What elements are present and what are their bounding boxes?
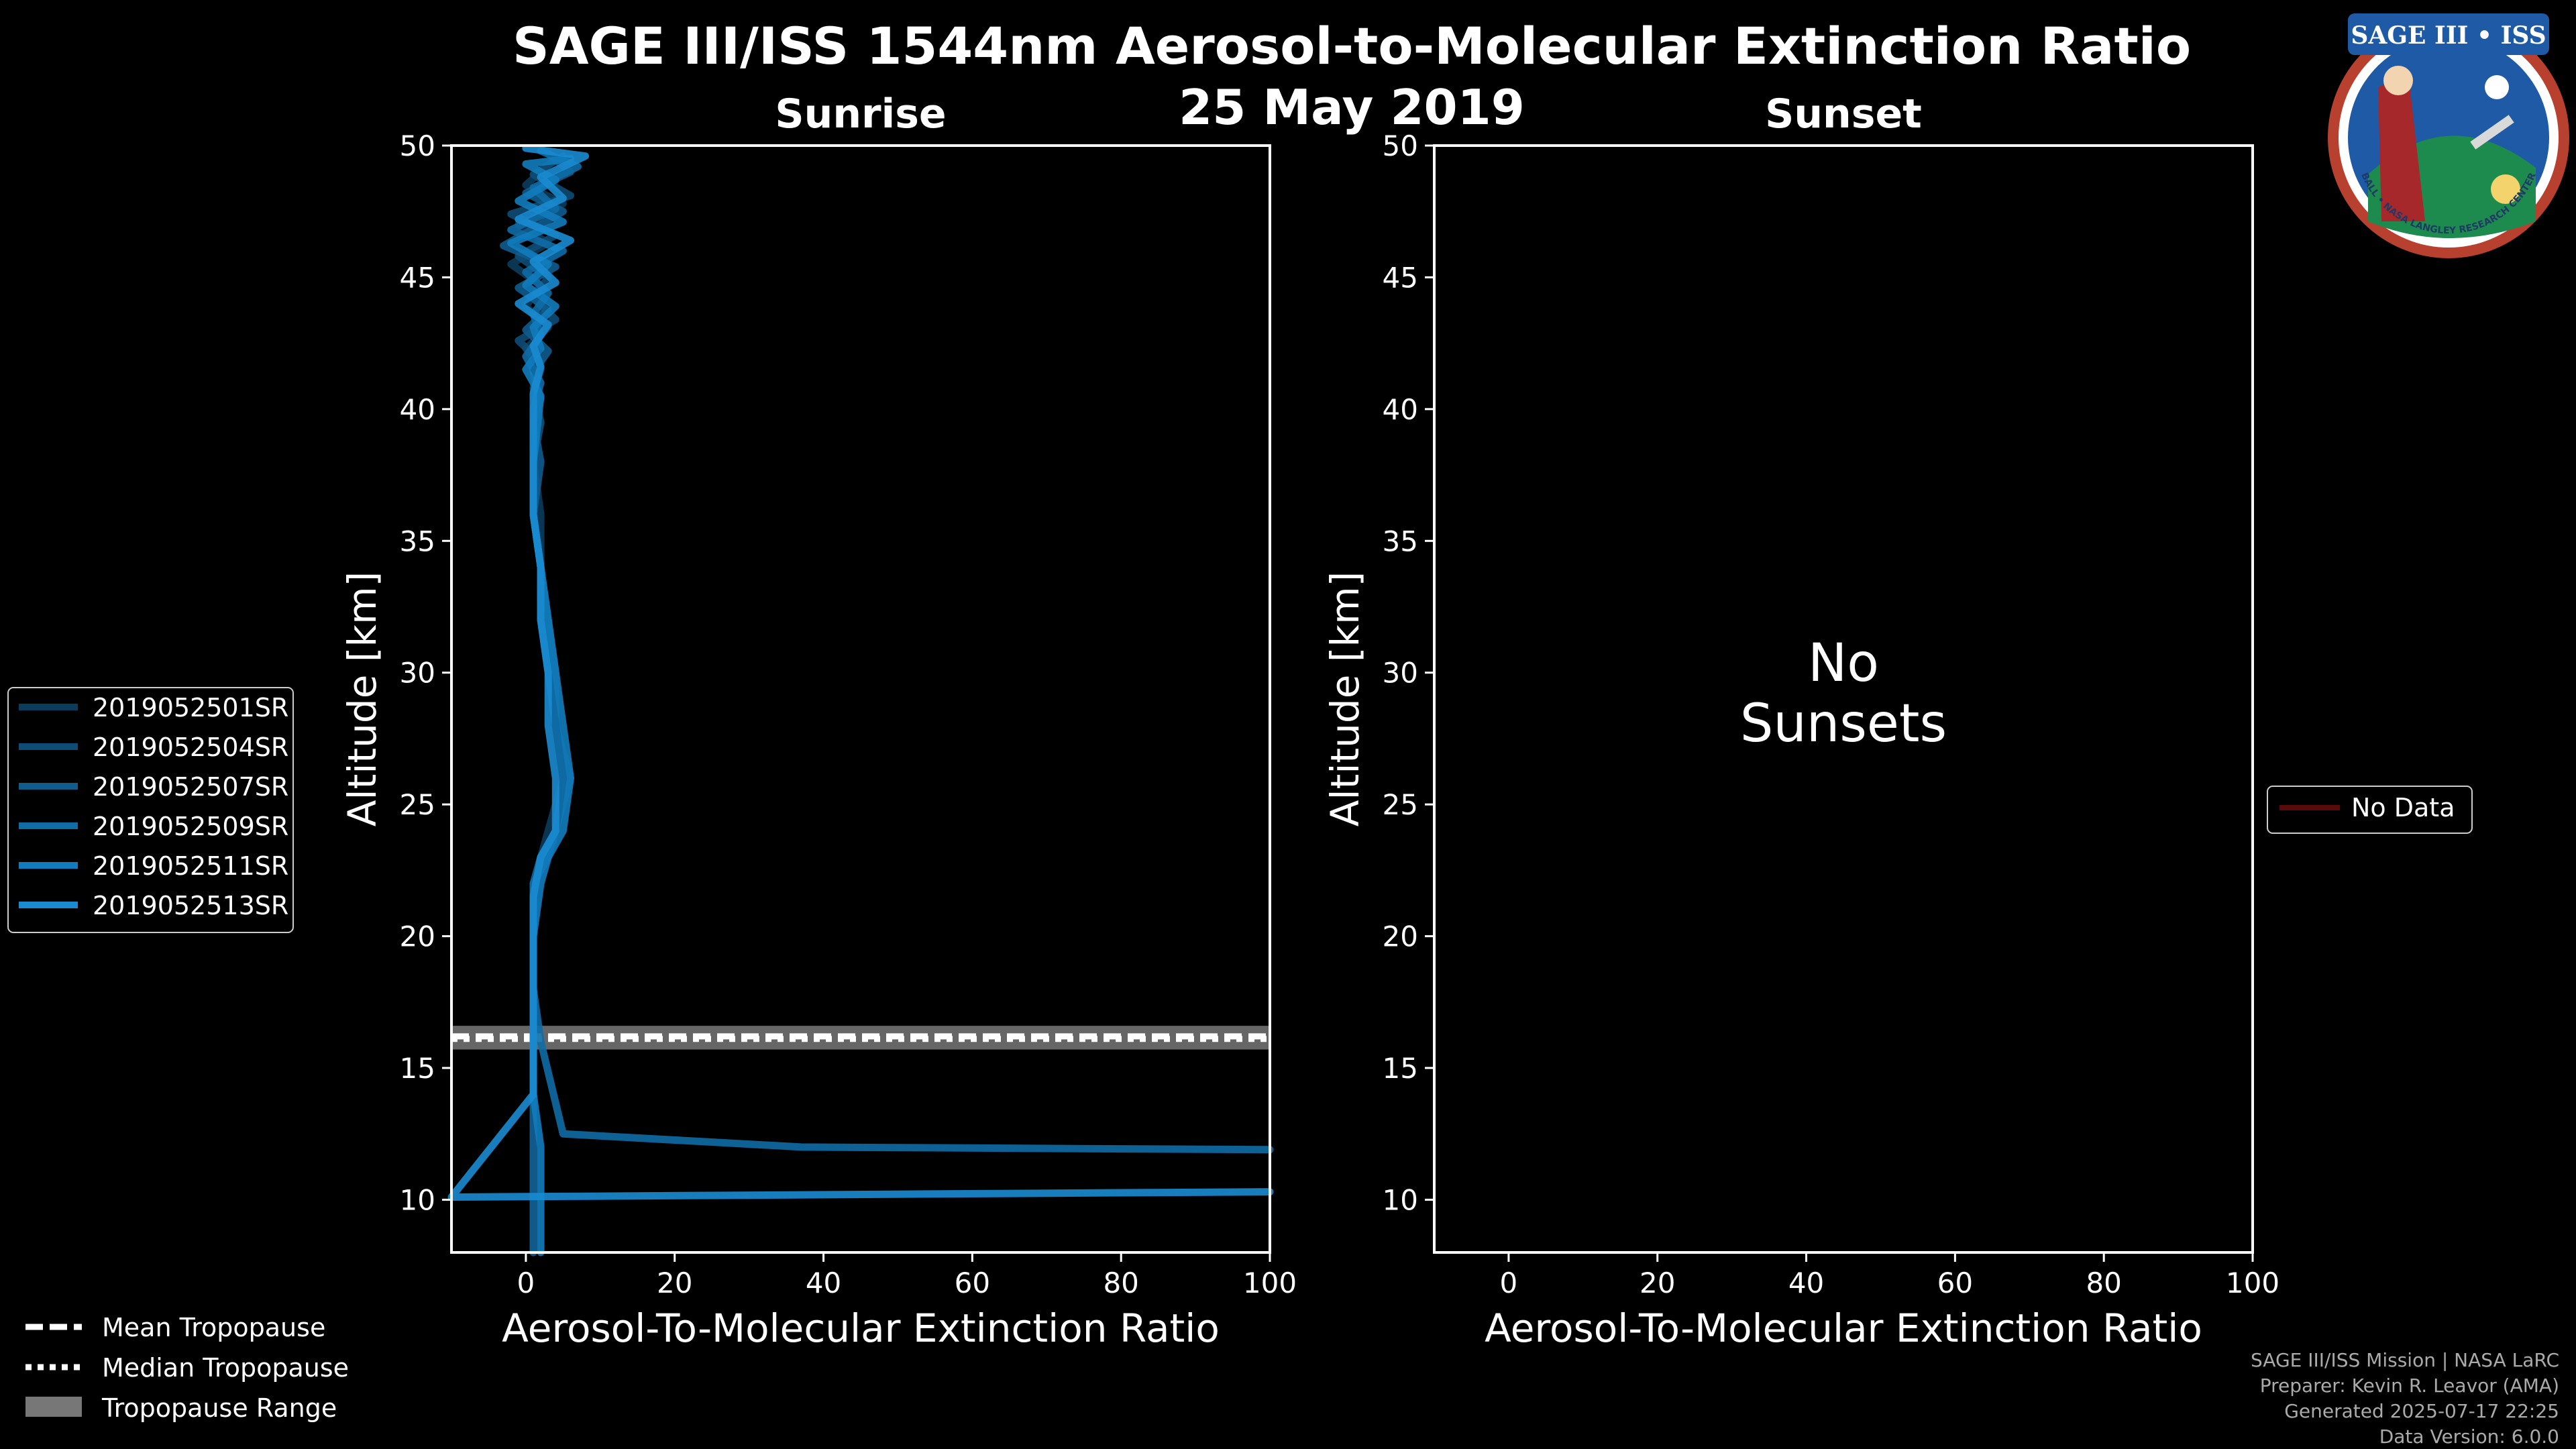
sunrise-x-tick-label: 40: [806, 1267, 841, 1299]
sunset-legend: No Data: [2267, 786, 2473, 834]
sunrise-y-tick-label: 30: [400, 657, 435, 690]
median-tropopause-label: Median Tropopause: [102, 1353, 349, 1383]
sunrise-chart: 0 20 40 60 80 100 10 15 20 25 30 35 40 45 50 Aerosol-T…: [339, 129, 1297, 1351]
sunset-y-tick-label: 50: [1383, 129, 1418, 162]
sunrise-x-tick-label: 100: [1243, 1267, 1297, 1299]
sunset-x-tick-label: 100: [2226, 1267, 2279, 1299]
sunrise-legend-box: [7, 687, 294, 933]
legend-label-2019052504SR: 2019052504SR: [93, 733, 288, 762]
sunrise-y-tick-label: 10: [400, 1183, 435, 1216]
sunset-x-tick-label: 40: [1788, 1267, 1824, 1299]
sunset-plot-frame: [1433, 144, 2254, 1254]
sunrise-x-tick-label: 0: [517, 1267, 535, 1299]
legend-label-2019052513SR: 2019052513SR: [93, 891, 288, 920]
footer-credits: SAGE III/ISS Mission | NASA LaRC Prepare…: [2251, 1349, 2559, 1448]
sunrise-y-tick-label: 25: [400, 788, 435, 821]
sunset-y-tick-label: 20: [1383, 920, 1418, 953]
sunrise-y-tick-label: 50: [400, 129, 435, 162]
logo-sun: [2491, 174, 2520, 204]
sunset-panel-title: Sunset: [1765, 91, 1922, 138]
sunset-legend-box: [2267, 786, 2473, 834]
sunrise-legend: 2019052501SR 2019052504SR 2019052507SR 2019…: [7, 687, 294, 933]
no-sunsets-line-2: Sunsets: [1740, 694, 1947, 754]
sunrise-y-tick-label: 45: [400, 261, 435, 294]
sunrise-y-tick-label: 15: [400, 1052, 435, 1085]
sunset-y-tick-label: 10: [1383, 1183, 1418, 1216]
sunset-y-tick-label: 35: [1383, 525, 1418, 557]
tropopause-range-label: Tropopause Range: [101, 1393, 337, 1423]
sunset-x-tick-label: 20: [1640, 1267, 1675, 1299]
sunrise-x-tick-label: 60: [955, 1267, 990, 1299]
sunset-x-tick-label: 60: [1937, 1267, 1973, 1299]
sunrise-y-tick-label: 40: [400, 393, 435, 426]
logo-moon: [2485, 75, 2509, 99]
sunrise-plot-frame: [450, 144, 1271, 1254]
sunrise-x-tick-label: 20: [657, 1267, 692, 1299]
sunset-x-tick-label: 80: [2086, 1267, 2121, 1299]
series-line-2019052513SR: [447, 144, 1274, 1201]
legend-label-2019052511SR: 2019052511SR: [93, 851, 288, 881]
footer-data-version: Data Version: 6.0.0: [2379, 1426, 2559, 1448]
logo-figure: [2378, 74, 2425, 221]
footer-mission: SAGE III/ISS Mission | NASA LaRC: [2251, 1349, 2559, 1371]
footer-preparer: Preparer: Kevin R. Leavor (AMA): [2260, 1375, 2559, 1397]
sunset-y-tick-label: 15: [1383, 1052, 1418, 1085]
sunset-y-tick-label: 40: [1383, 393, 1418, 426]
no-data-label: No Data: [2351, 793, 2455, 822]
figure-title: SAGE III/ISS 1544nm Aerosol-to-Molecular…: [513, 16, 2191, 76]
legend-label-2019052507SR: 2019052507SR: [93, 772, 288, 802]
footer-generated: Generated 2025-07-17 22:25: [2284, 1400, 2559, 1422]
sunrise-x-tick-label: 80: [1103, 1267, 1138, 1299]
sunrise-y-tick-label: 35: [400, 525, 435, 557]
sunrise-panel-title: Sunrise: [775, 91, 946, 138]
figure-date: 25 May 2019: [1179, 79, 1525, 136]
logo-figure-head: [2383, 66, 2413, 95]
legend-label-2019052501SR: 2019052501SR: [93, 693, 288, 722]
logo-banner: [2348, 13, 2549, 55]
sunset-plot-area: [1434, 146, 2253, 1252]
sunset-chart: 0 20 40 60 80 100 10 15 20 25 30 35 40 45 50 No Sunset…: [1322, 129, 2279, 1351]
sunrise-y-axis-label: Altitude [km]: [339, 572, 385, 826]
sunrise-x-axis-label: Aerosol-To-Molecular Extinction Ratio: [502, 1305, 1220, 1351]
logo-iss: [2470, 115, 2514, 150]
logo-text: SAGE III • ISS: [2351, 21, 2546, 50]
sunrise-y-tick-label: 20: [400, 920, 435, 953]
legend-label-2019052509SR: 2019052509SR: [93, 812, 288, 841]
tropopause-range-swatch: [25, 1397, 82, 1417]
sunset-x-tick-label: 0: [1500, 1267, 1518, 1299]
sunset-y-axis-label: Altitude [km]: [1322, 572, 1368, 826]
sunset-x-axis-label: Aerosol-To-Molecular Extinction Ratio: [1485, 1305, 2202, 1351]
sunset-y-tick-label: 45: [1383, 261, 1418, 294]
sunset-y-tick-label: 30: [1383, 657, 1418, 690]
mean-tropopause-label: Mean Tropopause: [102, 1313, 325, 1342]
sunset-y-tick-label: 25: [1383, 788, 1418, 821]
sunrise-plot-area: [451, 146, 1270, 1252]
no-sunsets-line-1: No: [1808, 633, 1879, 694]
tropopause-legend: Mean Tropopause Median Tropopause Tropop…: [25, 1313, 349, 1423]
